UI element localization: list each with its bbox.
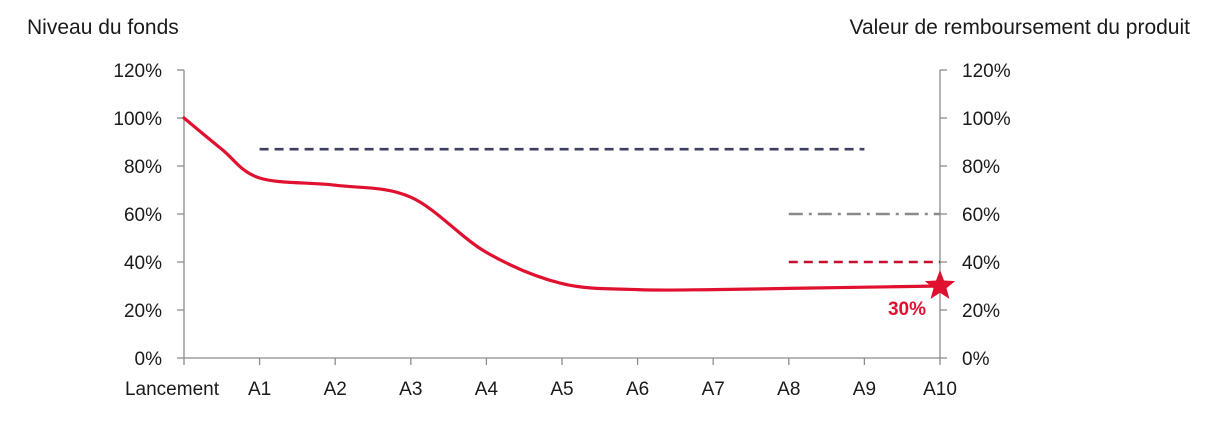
x-tick-label: A1 bbox=[248, 379, 271, 400]
star-icon bbox=[924, 270, 956, 299]
left-y-tick-label: 100% bbox=[113, 109, 162, 130]
reference-lines bbox=[259, 147, 940, 264]
right-y-tick-label: 100% bbox=[962, 109, 1011, 130]
fund-level-series bbox=[182, 116, 942, 292]
left-y-tick-label: 120% bbox=[113, 61, 162, 82]
final-value-label: 30% bbox=[888, 299, 926, 320]
left-y-tick-label: 0% bbox=[135, 349, 163, 370]
x-tick-label: Lancement bbox=[125, 379, 220, 400]
left-y-tick-label: 40% bbox=[124, 253, 162, 274]
right-y-tick-label: 40% bbox=[962, 253, 1000, 274]
right-y-tick-label: 0% bbox=[962, 349, 990, 370]
left-y-tick-label: 80% bbox=[124, 157, 162, 178]
right-y-tick-label: 80% bbox=[962, 157, 1000, 178]
left-y-tick-label: 20% bbox=[124, 301, 162, 322]
axes: 0% 0% 20% 20% 40% 40% 60% 60% 80% 80% 100% 100% 120%… bbox=[113, 61, 1010, 400]
x-tick-label: A3 bbox=[399, 379, 422, 400]
right-y-tick-label: 60% bbox=[962, 205, 1000, 226]
right-axis-title: Valeur de remboursement du produit bbox=[850, 16, 1191, 39]
x-tick-label: A2 bbox=[324, 379, 347, 400]
final-value-marker: 30% bbox=[888, 270, 956, 320]
x-tick-label: A10 bbox=[923, 379, 957, 400]
left-axis-title: Niveau du fonds bbox=[27, 16, 179, 39]
x-tick-label: A8 bbox=[777, 379, 800, 400]
right-y-tick-label: 120% bbox=[962, 61, 1011, 82]
x-tick-label: A9 bbox=[853, 379, 876, 400]
x-tick-label: A7 bbox=[702, 379, 725, 400]
x-tick-label: A6 bbox=[626, 379, 649, 400]
left-y-tick-label: 60% bbox=[124, 205, 162, 226]
fund-level-line bbox=[182, 116, 942, 292]
x-tick-label: A5 bbox=[550, 379, 573, 400]
x-tick-label: A4 bbox=[475, 379, 499, 400]
right-y-tick-label: 20% bbox=[962, 301, 1000, 322]
